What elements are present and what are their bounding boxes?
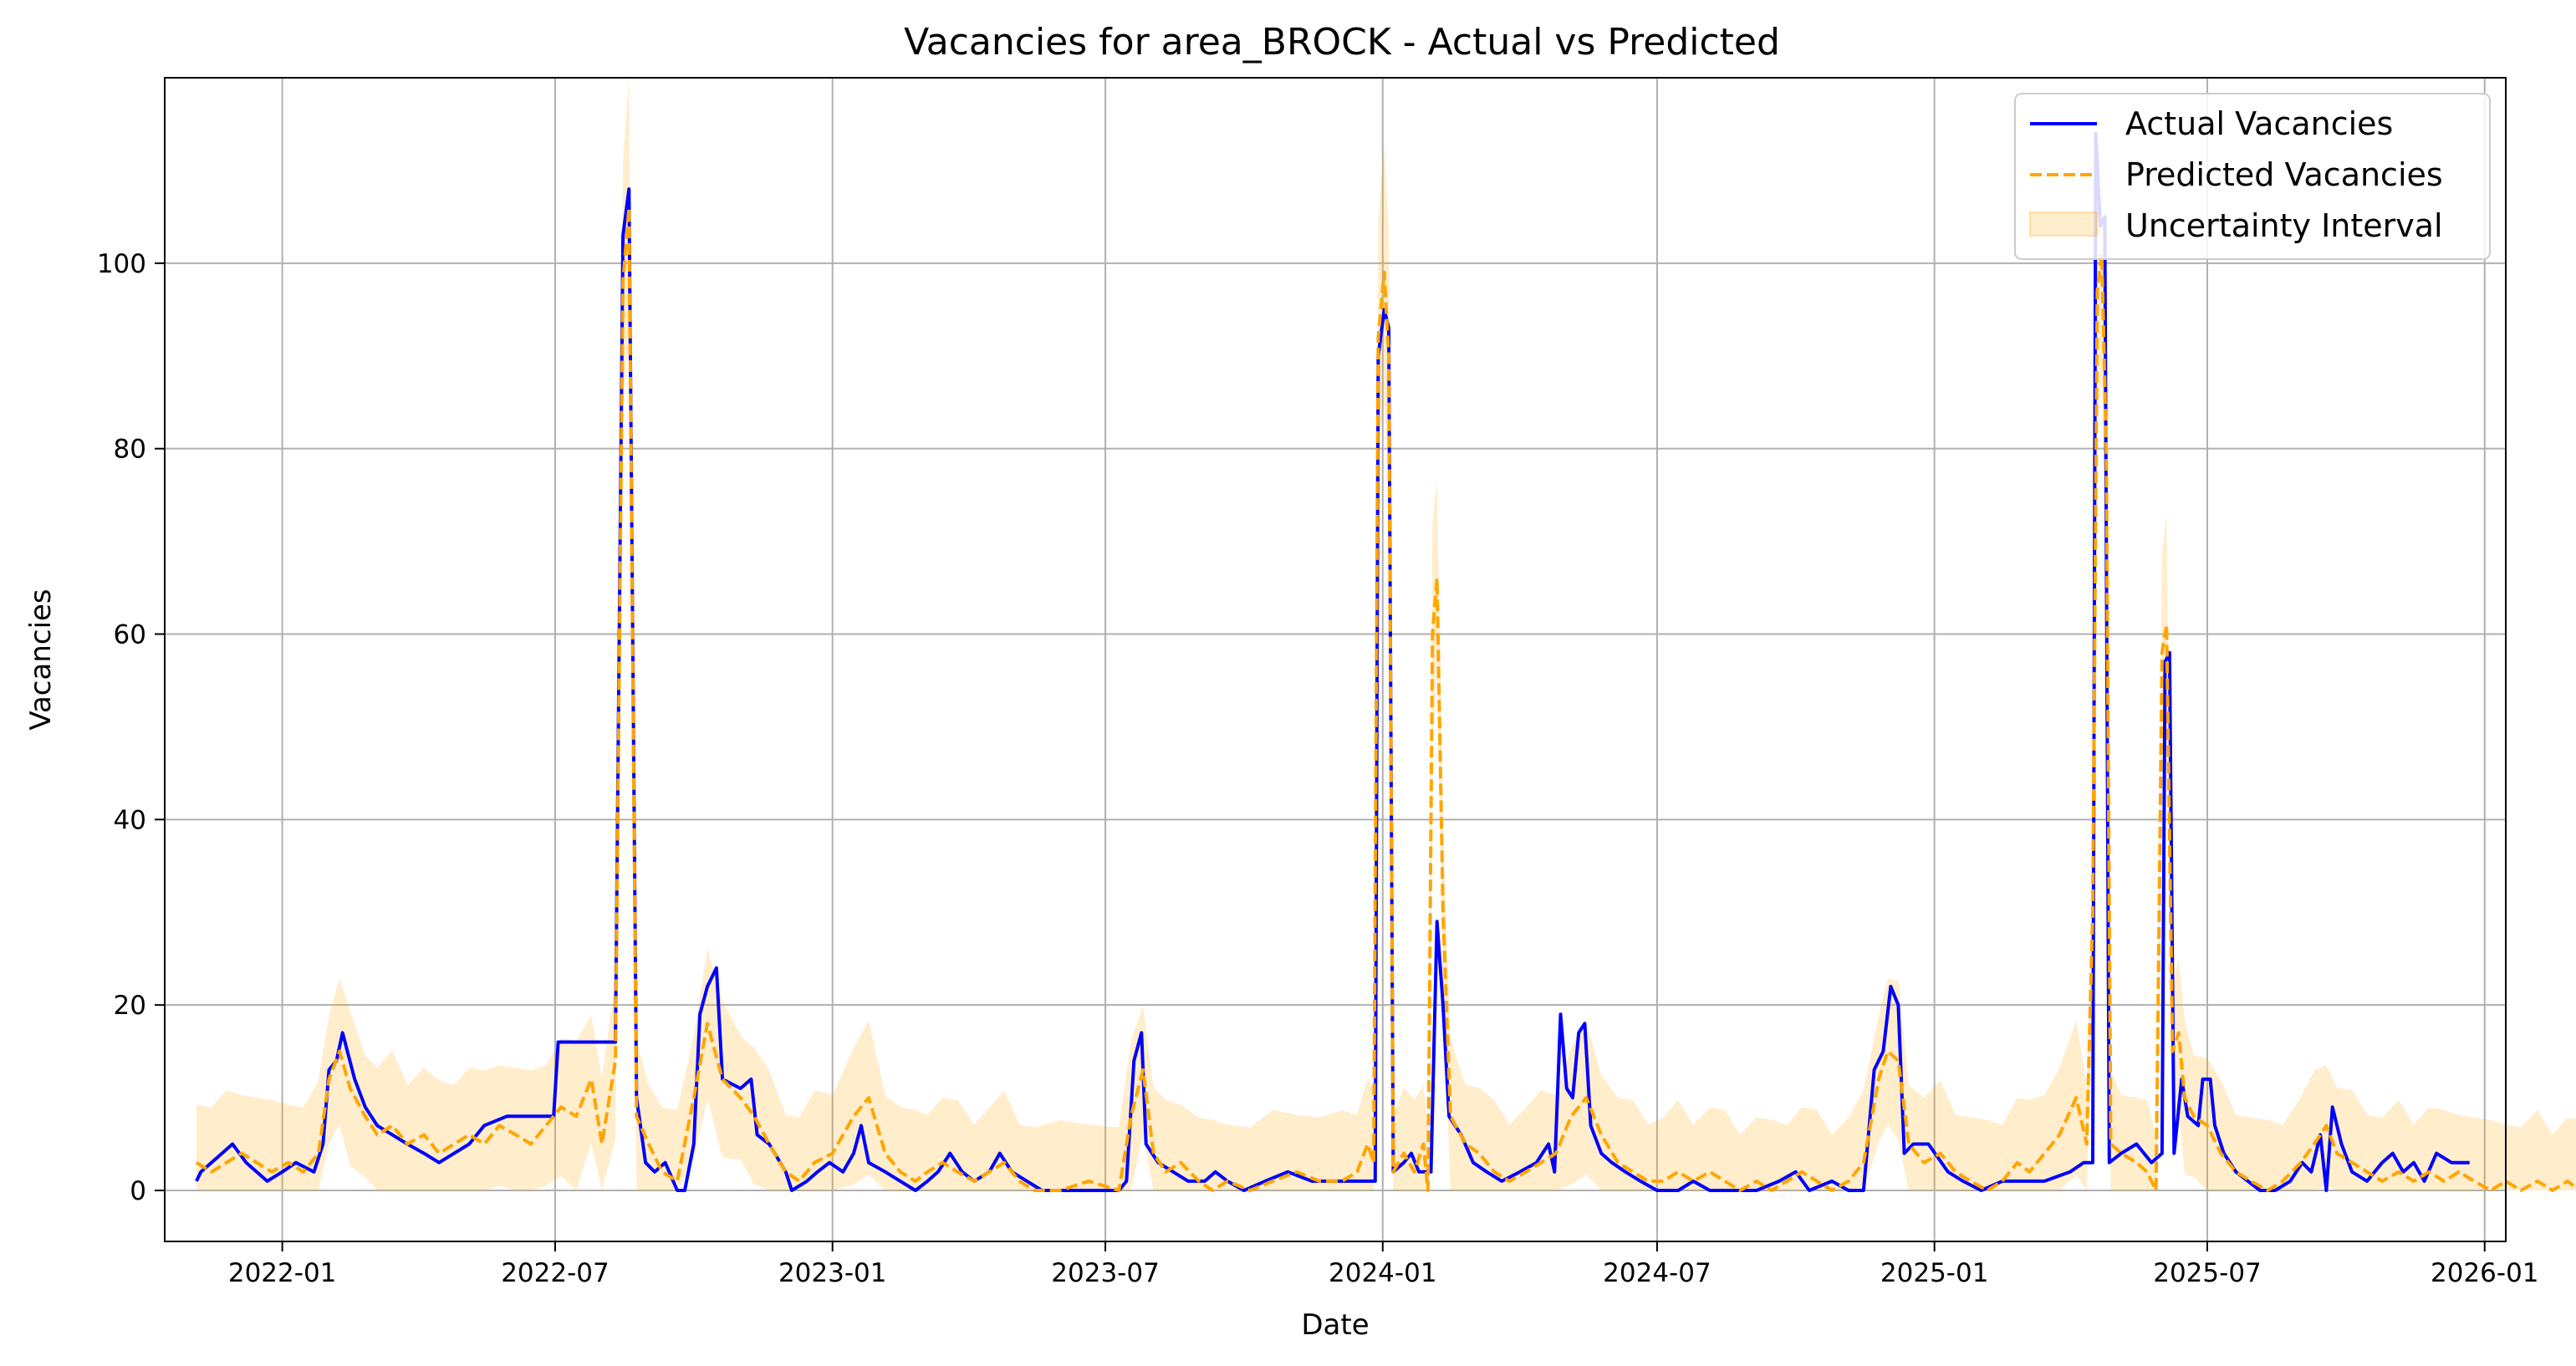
legend-actual-label: Actual Vacancies xyxy=(2125,105,2393,142)
y-tick-label: 60 xyxy=(114,619,146,650)
x-tick-label: 2022-01 xyxy=(228,1258,337,1288)
y-axis: 0 20 40 60 80 100 xyxy=(97,249,165,1206)
x-tick-label: 2025-07 xyxy=(2153,1258,2262,1288)
series-layer xyxy=(195,131,2576,1192)
plot-frame xyxy=(164,77,2507,1242)
y-tick-label: 80 xyxy=(114,435,146,465)
y-tick-label: 40 xyxy=(114,805,146,835)
legend-uncertainty-swatch xyxy=(2029,212,2098,237)
x-tick-label: 2024-07 xyxy=(1603,1258,1711,1288)
x-tick-label: 2024-01 xyxy=(1329,1258,1437,1288)
x-tick-label: 2023-01 xyxy=(778,1258,887,1288)
legend-uncertainty-label: Uncertainty Interval xyxy=(2125,207,2443,244)
predicted-vacancies-line xyxy=(195,206,2576,1192)
uncertainty-band xyxy=(196,75,2576,1190)
x-tick-label: 2022-07 xyxy=(501,1258,610,1288)
y-tick-label: 0 xyxy=(130,1176,146,1206)
y-axis-label: Vacancies xyxy=(24,589,58,730)
x-tick-label: 2026-01 xyxy=(2431,1258,2539,1288)
x-axis-label: Date xyxy=(1301,1308,1369,1342)
y-tick-label: 20 xyxy=(114,991,146,1021)
x-axis: 2022-01 2022-07 2023-01 2023-07 2024-01 2024-… xyxy=(228,1241,2539,1288)
legend-predicted-label: Predicted Vacancies xyxy=(2125,156,2443,193)
y-tick-label: 100 xyxy=(97,249,146,279)
x-tick-label: 2023-07 xyxy=(1051,1258,1160,1288)
uncertainty-interval-area xyxy=(196,75,2576,1190)
legend: Actual Vacancies Predicted Vacancies Unc… xyxy=(2014,93,2491,260)
grid xyxy=(165,78,2506,1241)
x-tick-label: 2025-01 xyxy=(1880,1258,1989,1288)
chart-title: Vacancies for area_BROCK - Actual vs Pre… xyxy=(904,21,1780,64)
legend-frame xyxy=(2014,93,2491,260)
